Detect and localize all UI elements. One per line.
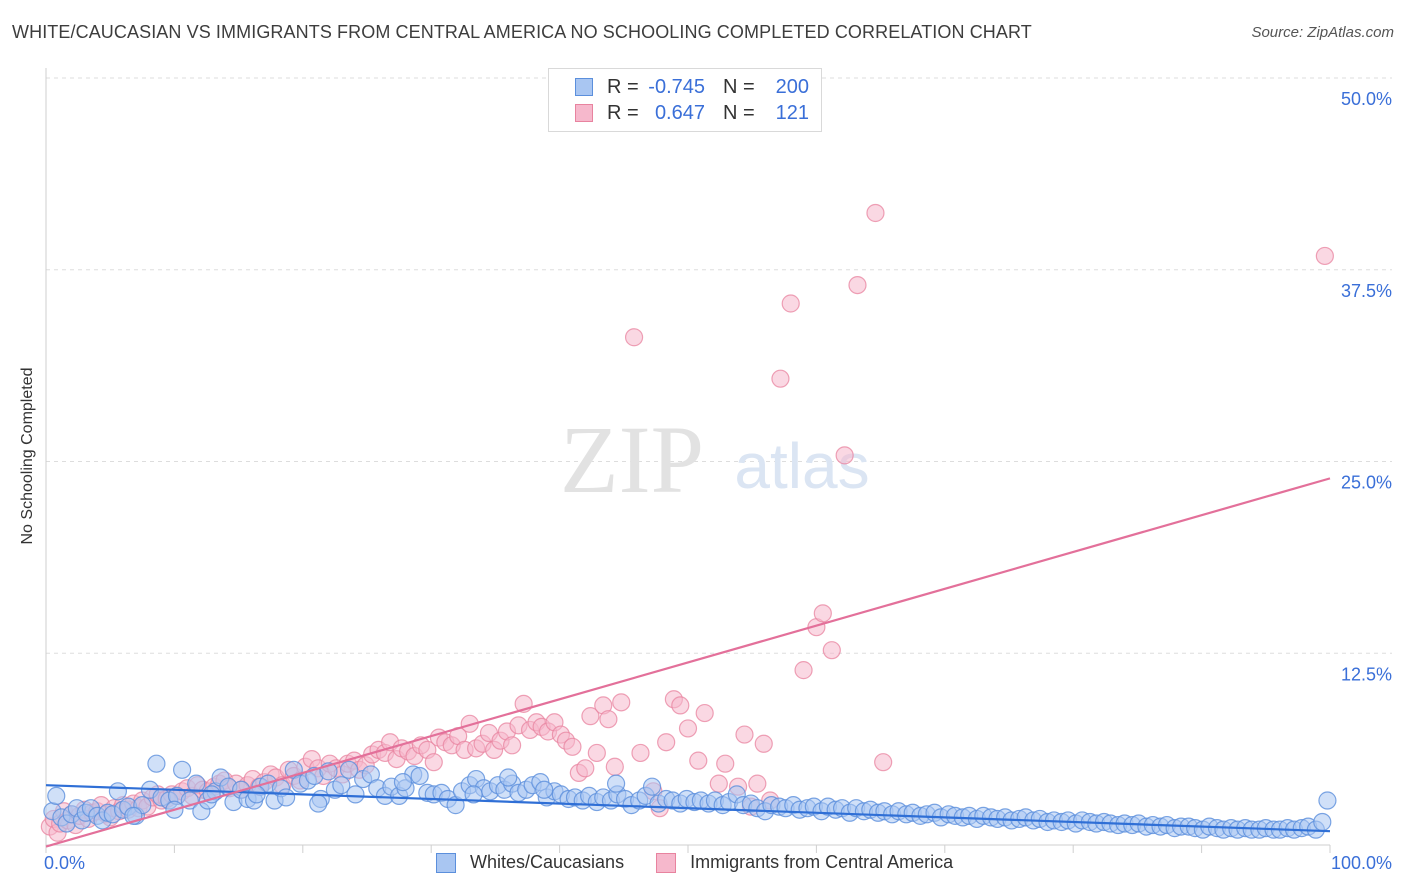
immigrants-point	[671, 696, 690, 715]
whites-point	[642, 777, 662, 796]
immigrants-point	[599, 710, 618, 729]
immigrants-point	[424, 753, 443, 772]
immigrants-point	[624, 328, 644, 347]
whites-point	[187, 774, 206, 793]
immigrants-point	[794, 661, 813, 680]
watermark-zip: ZIP	[560, 406, 704, 513]
immigrants-point	[709, 774, 728, 793]
bottom-legend-swatch-immigrants	[656, 852, 677, 873]
immigrants-point	[576, 759, 595, 778]
legend-row-immigrants: R = 0.647 N = 121	[575, 101, 809, 125]
whites-point	[173, 760, 192, 779]
legend-r-value: -0.745	[648, 75, 705, 98]
whites-point	[499, 768, 518, 787]
bottom-legend: Whites/Caucasians Immigrants from Centra…	[436, 852, 985, 873]
whites-point	[1318, 791, 1337, 810]
legend-swatch-whites	[575, 78, 593, 96]
whites-point	[535, 780, 554, 799]
legend-r-label: R =	[607, 101, 639, 124]
immigrants-point	[689, 751, 708, 770]
series-whites-points	[43, 754, 1337, 839]
bottom-legend-swatch-whites	[436, 852, 456, 873]
whites-point	[332, 776, 351, 795]
whites-point	[147, 754, 166, 773]
immigrants-point	[612, 693, 631, 712]
watermark-atlas: atlas	[734, 430, 869, 502]
whites-point	[277, 788, 296, 807]
immigrants-point	[460, 714, 479, 733]
grid-lines	[46, 77, 1392, 654]
whites-point	[309, 794, 328, 813]
immigrants-point	[657, 733, 676, 752]
legend-swatch-immigrants	[575, 104, 593, 122]
whites-point	[47, 786, 66, 806]
whites-point	[464, 785, 483, 804]
legend-n-value: 200	[775, 75, 809, 98]
legend-r-label: R =	[607, 75, 639, 98]
immigrants-trend-line	[45, 477, 1331, 848]
y-tick-label: 50.0%	[1341, 89, 1392, 109]
chart-title: WHITE/CAUCASIAN VS IMMIGRANTS FROM CENTR…	[12, 22, 1032, 42]
immigrants-point	[605, 757, 624, 776]
whites-point	[108, 782, 128, 801]
immigrants-point	[771, 369, 790, 388]
legend-r-value: 0.647	[654, 101, 705, 124]
immigrants-point	[748, 774, 767, 793]
whites-point	[1313, 812, 1332, 832]
legend-n-label: N =	[723, 101, 755, 124]
immigrants-point	[1315, 246, 1334, 266]
immigrants-point	[866, 203, 885, 223]
immigrants-point	[587, 743, 606, 763]
legend-n-label: N =	[723, 75, 755, 98]
y-tick-label: 37.5%	[1341, 281, 1392, 301]
immigrants-point	[835, 446, 854, 465]
whites-point	[606, 774, 626, 793]
correlation-legend: R = -0.745 N = 200 R = 0.647 N = 121	[548, 68, 822, 132]
immigrants-point	[848, 275, 867, 295]
immigrants-point	[735, 725, 754, 744]
legend-n-value: 121	[775, 101, 809, 124]
immigrants-point	[581, 707, 600, 726]
immigrants-point	[631, 743, 650, 763]
immigrants-point	[563, 737, 582, 756]
x-tick-label: 0.0%	[44, 853, 85, 873]
whites-point	[410, 766, 429, 786]
immigrants-point	[754, 734, 773, 753]
immigrants-point	[502, 736, 522, 755]
y-axis-label: No Schooling Completed	[19, 367, 36, 545]
series-immigrants-points	[40, 203, 1334, 842]
immigrants-point	[813, 604, 832, 623]
whites-point	[339, 760, 359, 779]
watermark: ZIP atlas	[560, 406, 870, 513]
whites-point	[346, 785, 365, 804]
y-tick-label: 25.0%	[1341, 473, 1392, 493]
immigrants-point	[781, 294, 800, 313]
bottom-legend-immigrants: Immigrants from Central America	[656, 852, 953, 873]
trend-lines	[45, 477, 1331, 848]
immigrants-point	[695, 703, 714, 723]
immigrants-point	[874, 753, 893, 772]
bottom-legend-label-whites: Whites/Caucasians	[470, 852, 625, 872]
y-tick-label: 12.5%	[1341, 664, 1392, 684]
legend-row-whites: R = -0.745 N = 200	[575, 75, 809, 99]
whites-trend-line	[45, 784, 1331, 833]
tick-labels: 12.5% 25.0% 37.5% 50.0% 0.0% 100.0%	[44, 89, 1392, 873]
whites-point	[393, 773, 413, 792]
immigrants-point	[678, 719, 698, 738]
bottom-legend-whites: Whites/Caucasians	[436, 852, 624, 873]
axes	[45, 68, 1331, 853]
immigrants-point	[716, 754, 735, 773]
x-tick-label: 100.0%	[1331, 853, 1392, 873]
immigrants-point	[822, 641, 841, 660]
bottom-legend-label-immigrants: Immigrants from Central America	[690, 852, 954, 872]
source-label: Source: ZipAtlas.com	[1251, 24, 1394, 41]
